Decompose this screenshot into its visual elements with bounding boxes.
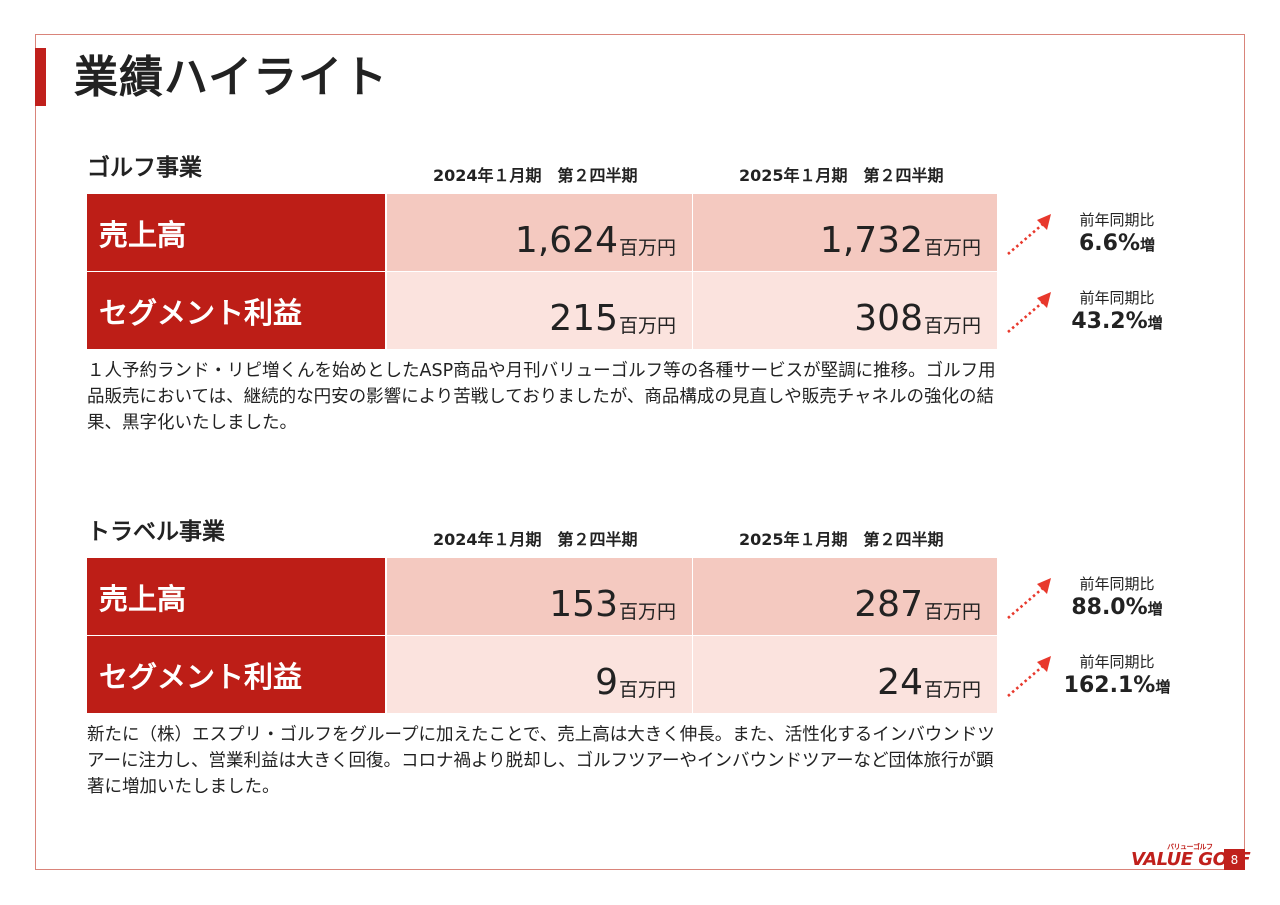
value-number: 287 bbox=[854, 584, 923, 625]
increase-suffix: 増 bbox=[1147, 600, 1163, 618]
yoy-box: 前年同期比 88.0%増 bbox=[1057, 574, 1177, 623]
title-accent-bar bbox=[35, 48, 46, 106]
page-number: 8 bbox=[1224, 849, 1245, 870]
unit-label: 百万円 bbox=[923, 315, 981, 337]
value-cell-2025: 1,732 百万円 bbox=[692, 194, 997, 271]
period-2024: 2024年１月期 第２四半期 bbox=[433, 166, 638, 185]
section-title-golf: ゴルフ事業 bbox=[87, 155, 202, 181]
unit-label: 百万円 bbox=[618, 679, 676, 701]
section-description: 新たに（株）エスプリ・ゴルフをグループに加えたことで、売上高は大きく伸長。また、… bbox=[87, 725, 995, 797]
value-number: 215 bbox=[549, 298, 618, 339]
trend-up-arrow-icon bbox=[1007, 656, 1051, 697]
value-number: 1,732 bbox=[819, 220, 923, 261]
yoy-label: 前年同期比 bbox=[1079, 653, 1155, 671]
row-label: セグメント利益 bbox=[87, 636, 387, 713]
yoy-box: 前年同期比 162.1%増 bbox=[1057, 652, 1177, 701]
value-cell-2025: 24 百万円 bbox=[692, 636, 997, 713]
row-label: 売上高 bbox=[87, 558, 387, 635]
unit-label: 百万円 bbox=[618, 315, 676, 337]
trend-up-arrow-icon bbox=[1007, 214, 1051, 255]
value-number: 24 bbox=[877, 662, 923, 703]
increase-suffix: 増 bbox=[1147, 314, 1163, 332]
value-number: 1,624 bbox=[514, 220, 618, 261]
section-description: １人予約ランド・リピ増くんを始めとしたASP商品や月刊バリューゴルフ等の各種サー… bbox=[87, 361, 996, 433]
logo-subtext: バリューゴルフ bbox=[1167, 843, 1213, 851]
period-2025: 2025年１月期 第２四半期 bbox=[739, 530, 944, 549]
increase-suffix: 増 bbox=[1140, 236, 1156, 254]
unit-label: 百万円 bbox=[923, 601, 981, 623]
yoy-box: 前年同期比 6.6%増 bbox=[1057, 210, 1177, 259]
yoy-box: 前年同期比 43.2%増 bbox=[1057, 288, 1177, 337]
value-cell-2024: 9 百万円 bbox=[387, 636, 692, 713]
row-label: 売上高 bbox=[87, 194, 387, 271]
trend-up-arrow-icon bbox=[1007, 292, 1051, 333]
table-row: 売上高 153 百万円 287 百万円 bbox=[87, 558, 1000, 636]
yoy-label: 前年同期比 bbox=[1079, 289, 1155, 307]
yoy-label: 前年同期比 bbox=[1079, 575, 1155, 593]
value-cell-2024: 1,624 百万円 bbox=[387, 194, 692, 271]
table-row: セグメント利益 215 百万円 308 百万円 bbox=[87, 272, 1000, 349]
section-title-travel: トラベル事業 bbox=[87, 519, 225, 545]
yoy-value: 6.6% bbox=[1078, 231, 1140, 256]
unit-label: 百万円 bbox=[923, 237, 981, 259]
value-cell-2024: 215 百万円 bbox=[387, 272, 692, 349]
unit-label: 百万円 bbox=[618, 601, 676, 623]
value-golf-logo: VALUE GOLF バリューゴルフ bbox=[1131, 843, 1251, 870]
yoy-value: 43.2% bbox=[1071, 309, 1148, 334]
value-cell-2024: 153 百万円 bbox=[387, 558, 692, 635]
page-title: 業績ハイライト bbox=[74, 52, 389, 103]
logo-text: VALUE GOLF bbox=[1131, 849, 1251, 870]
value-cell-2025: 287 百万円 bbox=[692, 558, 997, 635]
value-cell-2025: 308 百万円 bbox=[692, 272, 997, 349]
increase-suffix: 増 bbox=[1155, 678, 1171, 696]
value-number: 153 bbox=[549, 584, 618, 625]
slide-frame bbox=[35, 34, 1245, 870]
yoy-value: 88.0% bbox=[1071, 595, 1148, 620]
unit-label: 百万円 bbox=[923, 679, 981, 701]
golf-section: ゴルフ事業 2024年１月期 第２四半期 2025年１月期 第２四半期 売上高 … bbox=[87, 148, 1187, 448]
yoy-value: 162.1% bbox=[1063, 673, 1156, 698]
row-label: セグメント利益 bbox=[87, 272, 387, 349]
period-2024: 2024年１月期 第２四半期 bbox=[433, 530, 638, 549]
unit-label: 百万円 bbox=[618, 237, 676, 259]
value-number: 308 bbox=[854, 298, 923, 339]
period-2025: 2025年１月期 第２四半期 bbox=[739, 166, 944, 185]
value-number: 9 bbox=[595, 662, 618, 703]
trend-up-arrow-icon bbox=[1007, 578, 1051, 619]
travel-section: トラベル事業 2024年１月期 第２四半期 2025年１月期 第２四半期 売上高… bbox=[87, 512, 1187, 812]
table-row: セグメント利益 9 百万円 24 百万円 bbox=[87, 636, 1000, 713]
yoy-label: 前年同期比 bbox=[1079, 211, 1155, 229]
table-row: 売上高 1,624 百万円 1,732 百万円 bbox=[87, 194, 1000, 272]
